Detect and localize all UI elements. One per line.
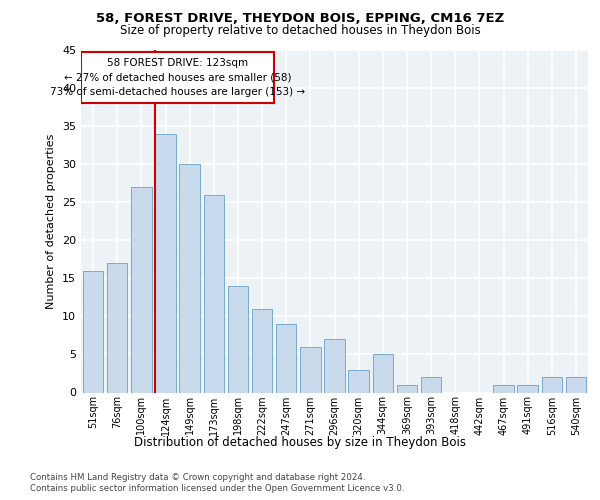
Bar (373, 354, 393, 393)
Bar (493, 385, 514, 392)
Bar (517, 385, 538, 392)
Bar (566, 378, 586, 392)
Bar (227, 286, 248, 393)
Bar (83, 270, 103, 392)
Bar (203, 194, 224, 392)
Text: 58 FOREST DRIVE: 123sqm: 58 FOREST DRIVE: 123sqm (107, 58, 248, 68)
Bar (542, 378, 562, 392)
Text: Size of property relative to detached houses in Theydon Bois: Size of property relative to detached ho… (119, 24, 481, 37)
Bar (131, 187, 152, 392)
Bar (397, 385, 417, 392)
Text: Contains HM Land Registry data © Crown copyright and database right 2024.: Contains HM Land Registry data © Crown c… (30, 472, 365, 482)
Bar (252, 309, 272, 392)
Text: ← 27% of detached houses are smaller (58): ← 27% of detached houses are smaller (58… (64, 72, 292, 83)
Bar (349, 370, 369, 392)
Text: Distribution of detached houses by size in Theydon Bois: Distribution of detached houses by size … (134, 436, 466, 449)
Bar (300, 347, 320, 393)
Text: Contains public sector information licensed under the Open Government Licence v3: Contains public sector information licen… (30, 484, 404, 493)
Bar (276, 324, 296, 392)
Y-axis label: Number of detached properties: Number of detached properties (46, 134, 56, 309)
Bar (324, 339, 345, 392)
Bar (107, 263, 127, 392)
Text: 73% of semi-detached houses are larger (153) →: 73% of semi-detached houses are larger (… (50, 87, 305, 97)
Bar (421, 378, 442, 392)
Bar (155, 134, 176, 392)
Text: 58, FOREST DRIVE, THEYDON BOIS, EPPING, CM16 7EZ: 58, FOREST DRIVE, THEYDON BOIS, EPPING, … (96, 12, 504, 26)
FancyBboxPatch shape (82, 52, 274, 104)
Bar (179, 164, 200, 392)
